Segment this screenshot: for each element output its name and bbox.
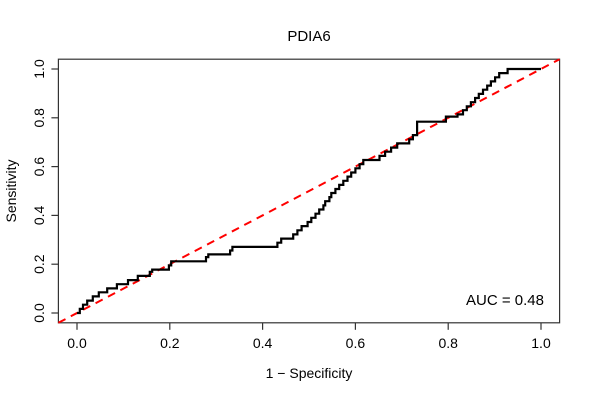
y-axis-label: Sensitivity — [3, 159, 19, 222]
y-tick-label: 0.0 — [31, 303, 47, 323]
chart-title: PDIA6 — [287, 28, 330, 45]
plot-box — [57, 58, 561, 324]
auc-annotation: AUC = 0.48 — [466, 292, 544, 309]
series-group — [57, 58, 561, 324]
x-tick-label: 0.2 — [160, 335, 180, 351]
x-axis-ticks: 0.0 0.2 0.4 0.6 0.8 1.0 — [67, 322, 551, 351]
x-tick-label: 0.0 — [67, 335, 87, 351]
y-tick-label: 0.4 — [31, 205, 47, 225]
x-axis-label: 1 − Specificity — [266, 365, 353, 381]
x-tick-label: 0.6 — [346, 335, 366, 351]
y-tick-label: 0.8 — [31, 108, 47, 128]
roc-curve-line — [77, 67, 541, 315]
y-tick-label: 1.0 — [31, 59, 47, 79]
x-tick-label: 0.8 — [438, 335, 458, 351]
y-axis-ticks: 0.0 0.2 0.4 0.6 0.8 1.0 — [31, 59, 59, 323]
y-tick-label: 0.2 — [31, 254, 47, 274]
x-tick-label: 0.4 — [253, 335, 273, 351]
y-tick-label: 0.6 — [31, 157, 47, 177]
x-tick-label: 1.0 — [531, 335, 551, 351]
chance-diagonal-line — [57, 58, 561, 324]
